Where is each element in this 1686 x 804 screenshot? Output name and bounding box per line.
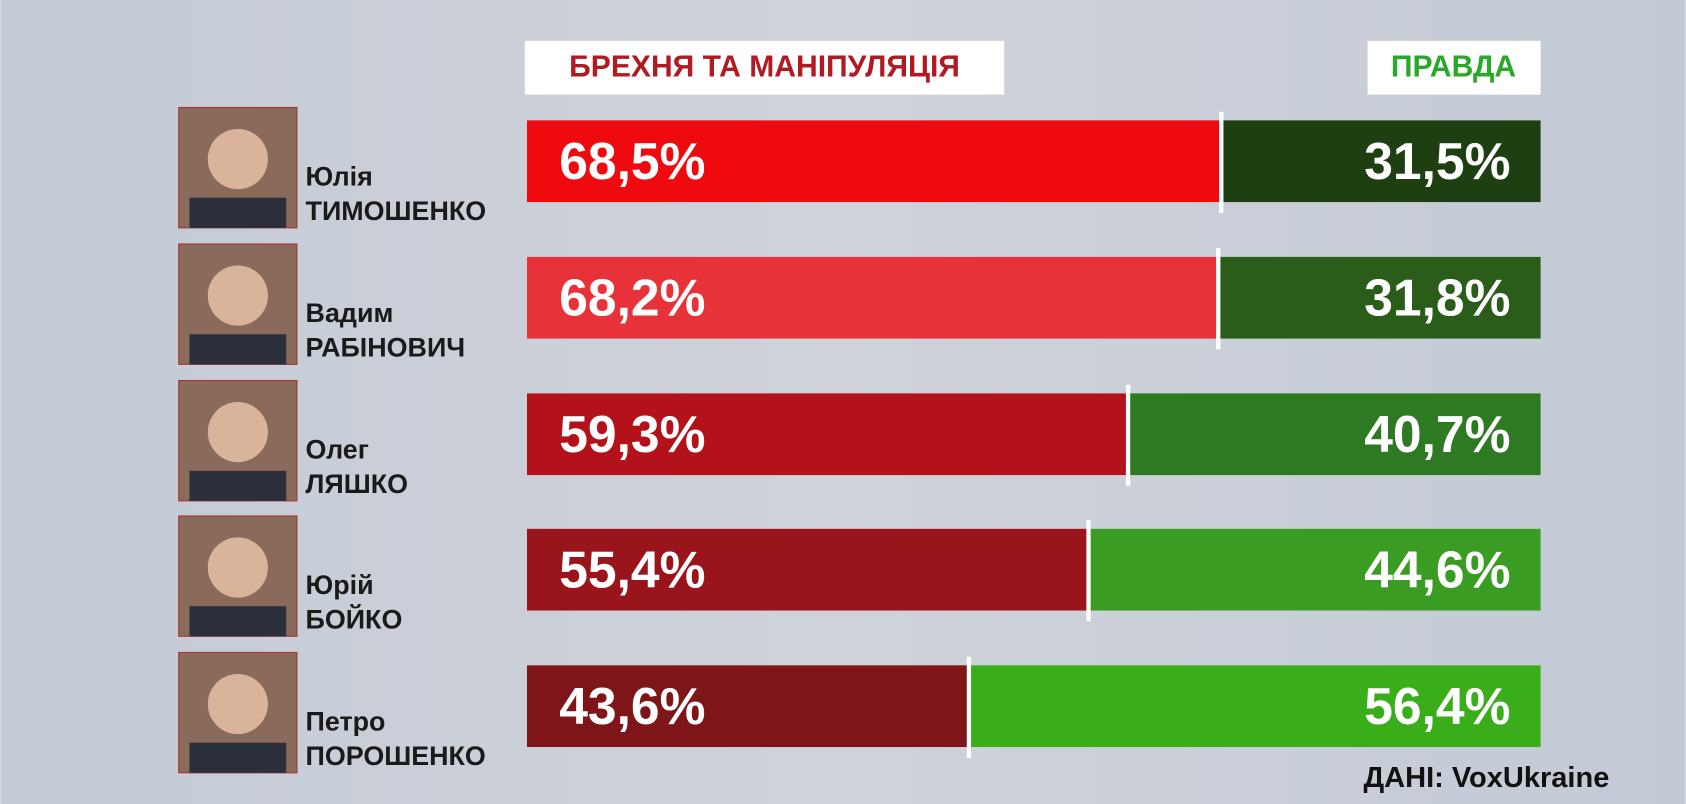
category-last-name: ЛЯШКО [306,469,408,499]
bar-segment [1088,528,1541,611]
bar-segment [526,665,969,748]
category-first-name: Олег [306,435,369,465]
photo-body [189,197,287,228]
category-last-name: БОЙКО [306,603,403,634]
category-first-name: Юлія [306,162,373,192]
photo-body [189,742,287,773]
legend-entry: БРЕХНЯ ТА МАНІПУЛЯЦІЯ [569,51,960,84]
header-box [1367,40,1541,95]
value-label: 31,8% [1364,269,1510,327]
value-label: 40,7% [1364,405,1510,463]
category-first-name: Петро [306,706,386,736]
value-label: 44,6% [1364,541,1510,599]
photo-body [189,606,287,637]
photos [178,106,298,774]
bar-segment [1128,393,1541,476]
bar-segment [526,393,1129,476]
photo-head [207,673,268,735]
photo-body [189,334,287,365]
value-label: 56,4% [1364,677,1510,735]
photo-head [207,537,268,598]
source: ДАНІ: VoxUkraine [1364,762,1610,794]
bar-segment [1221,120,1541,203]
photo-head [207,128,268,190]
photo-body [189,470,287,501]
value-label: 59,3% [559,405,705,463]
value-label: 68,2% [559,269,705,327]
bar-segment [526,528,1089,611]
photo-head [207,265,268,326]
value-label: 55,4% [559,541,705,599]
bar-segment [526,120,1222,203]
category-first-name: Юрій [306,570,374,600]
category-last-name: ТИМОШЕНКО [306,196,487,226]
category-last-name: ПОРОШЕНКО [306,741,486,771]
header-box [524,40,1005,95]
category-last-name: РАБІНОВИЧ [306,332,466,362]
bar-segment [526,256,1219,339]
bar-segment [1218,256,1541,339]
bar-segment [968,665,1541,748]
legend-entry: ПРАВДА [1391,51,1516,84]
value-label: 68,5% [559,132,705,190]
value-label: 43,6% [559,677,705,735]
category-first-name: Вадим [306,298,394,328]
photo-head [207,402,268,463]
value-label: 31,5% [1364,132,1510,190]
